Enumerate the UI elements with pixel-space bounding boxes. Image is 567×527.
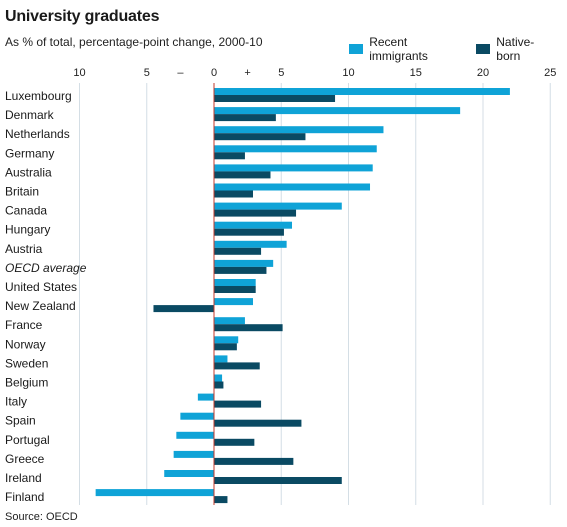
x-tick-label-6: 20	[477, 67, 489, 79]
bar-recent-immigrants-canada	[214, 202, 342, 210]
x-tick-label-0: 10	[73, 67, 85, 79]
x-tick-label-3: 5	[278, 67, 284, 79]
bar-recent-immigrants-sweden	[214, 355, 228, 363]
category-label-spain: Spain	[5, 414, 36, 428]
plus-sign-label: +	[244, 67, 250, 79]
category-label-united-states: United States	[5, 280, 77, 294]
bar-native-born-australia	[214, 171, 271, 179]
bar-native-born-netherlands	[214, 133, 306, 141]
bar-native-born-austria	[214, 247, 262, 255]
bar-recent-immigrants-luxembourg	[214, 88, 510, 95]
category-label-denmark: Denmark	[5, 108, 55, 122]
category-label-oecd-average: OECD average	[5, 261, 87, 275]
bar-native-born-france	[214, 324, 283, 332]
chart-title: University graduates	[5, 8, 160, 25]
bar-native-born-norway	[214, 343, 237, 351]
category-label-luxembourg: Luxembourg	[5, 89, 72, 103]
bar-native-born-portugal	[214, 438, 255, 446]
bar-native-born-germany	[214, 152, 245, 160]
bar-recent-immigrants-australia	[214, 164, 373, 172]
bar-recent-immigrants-greece	[173, 450, 214, 458]
category-label-portugal: Portugal	[5, 433, 50, 447]
bar-recent-immigrants-netherlands	[214, 126, 384, 134]
bar-recent-immigrants-germany	[214, 145, 377, 153]
bar-native-born-denmark	[214, 114, 276, 122]
bar-native-born-canada	[214, 209, 297, 217]
category-label-netherlands: Netherlands	[5, 127, 70, 141]
category-label-belgium: Belgium	[5, 376, 48, 390]
bar-native-born-finland	[214, 496, 228, 504]
legend-label-recent-immigrants: Recent immigrants	[369, 35, 428, 63]
bar-native-born-new-zealand	[153, 305, 214, 313]
bar-recent-immigrants-finland	[95, 489, 214, 497]
bar-native-born-ireland	[214, 477, 342, 484]
category-label-ireland: Ireland	[5, 471, 42, 485]
bar-native-born-sweden	[214, 362, 260, 370]
x-tick-label-5: 15	[410, 67, 422, 79]
chart-subtitle: As % of total, percentage-point change, …	[5, 35, 263, 49]
bar-recent-immigrants-oecd-average	[214, 259, 274, 267]
category-label-britain: Britain	[5, 185, 39, 199]
minus-sign-label: –	[177, 67, 184, 79]
legend: Recent immigrants Native-born	[349, 35, 567, 63]
bar-native-born-italy	[214, 400, 262, 408]
bar-recent-immigrants-spain	[180, 412, 214, 420]
category-label-hungary: Hungary	[5, 223, 50, 237]
bar-recent-immigrants-ireland	[164, 470, 214, 477]
category-label-greece: Greece	[5, 452, 45, 466]
x-tick-label-1: 5	[144, 67, 150, 79]
bar-native-born-hungary	[214, 228, 284, 236]
category-label-new-zealand: New Zealand	[5, 299, 76, 313]
legend-label-native-born: Native-born	[496, 35, 535, 63]
bar-recent-immigrants-united-states	[214, 279, 256, 286]
legend-item-recent-immigrants: Recent immigrants	[349, 35, 464, 63]
x-tick-label-4: 10	[342, 67, 354, 79]
bar-native-born-oecd-average	[214, 266, 267, 274]
category-label-sweden: Sweden	[5, 356, 48, 370]
bar-native-born-spain	[214, 419, 302, 427]
bar-recent-immigrants-belgium	[214, 374, 223, 382]
bar-native-born-united-states	[214, 286, 256, 293]
bar-recent-immigrants-austria	[214, 240, 287, 248]
category-label-australia: Australia	[5, 165, 52, 179]
x-tick-label-7: 25	[544, 67, 556, 79]
x-tick-label-2: 0	[211, 67, 217, 79]
bar-native-born-britain	[214, 190, 254, 198]
bar-recent-immigrants-portugal	[176, 431, 214, 439]
bar-recent-immigrants-norway	[214, 336, 239, 344]
bar-native-born-belgium	[214, 381, 224, 389]
category-label-norway: Norway	[5, 337, 46, 351]
category-label-canada: Canada	[5, 204, 47, 218]
chart-source: Source: OECD	[5, 511, 78, 523]
bar-recent-immigrants-hungary	[214, 221, 293, 229]
category-label-germany: Germany	[5, 146, 54, 160]
bar-recent-immigrants-france	[214, 317, 245, 325]
category-label-france: France	[5, 318, 43, 332]
legend-item-native-born: Native-born	[476, 35, 555, 63]
category-label-italy: Italy	[5, 395, 27, 409]
bar-recent-immigrants-new-zealand	[214, 298, 254, 306]
legend-swatch-recent-immigrants	[349, 44, 364, 54]
bar-recent-immigrants-denmark	[214, 107, 461, 115]
category-label-austria: Austria	[5, 242, 43, 256]
bar-native-born-greece	[214, 457, 294, 465]
bar-native-born-luxembourg	[214, 95, 336, 102]
legend-swatch-native-born	[476, 44, 491, 54]
category-label-finland: Finland	[5, 490, 44, 504]
bar-recent-immigrants-italy	[197, 393, 214, 401]
bar-recent-immigrants-britain	[214, 183, 371, 191]
